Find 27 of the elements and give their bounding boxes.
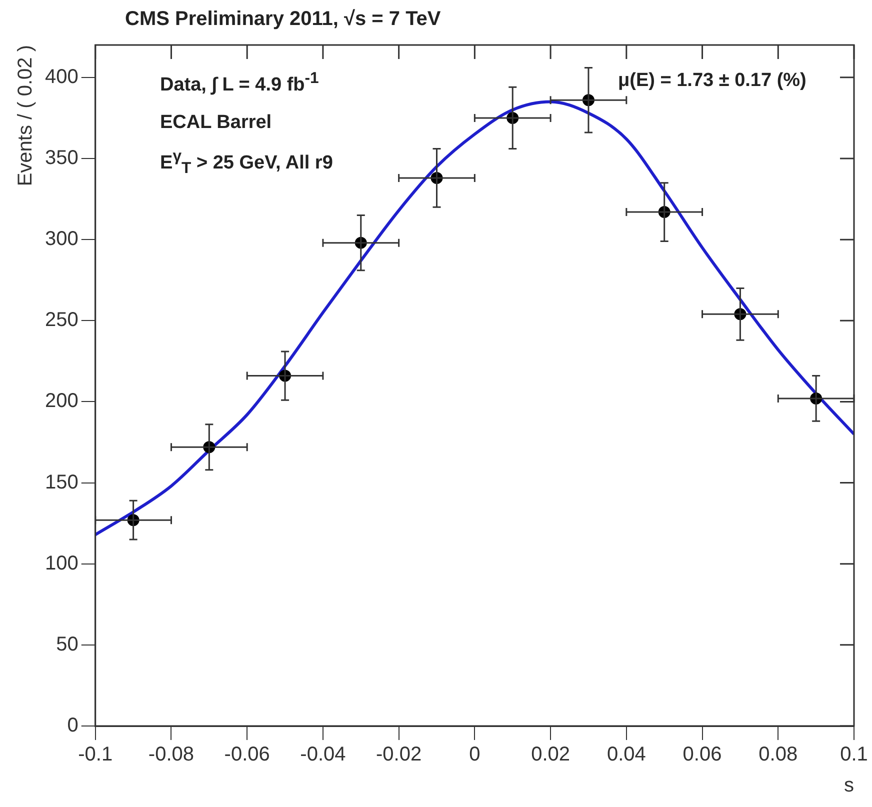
- x-tick-label: 0.06: [682, 744, 722, 766]
- annotation: ECAL Barrel: [160, 112, 272, 134]
- x-tick-label: 0.04: [606, 744, 646, 766]
- chart-title: CMS Preliminary 2011, √s = 7 TeV: [125, 8, 441, 31]
- x-tick-label: -0.08: [148, 744, 194, 766]
- y-tick-label: 400: [44, 66, 78, 88]
- annotation: Data, ∫ L = 4.9 fb$^{-1}$: [160, 70, 319, 96]
- y-tick-label: 250: [44, 309, 78, 332]
- y-tick-label: 300: [44, 228, 78, 250]
- y-tick-label: 50: [56, 633, 78, 656]
- x-tick-label: 0.08: [758, 744, 798, 766]
- y-tick-label: 150: [44, 471, 78, 494]
- annotation: E$^{γ}$$_{T}$ > 25 GeV, All r9: [160, 148, 333, 178]
- x-tick-label: -0.02: [376, 744, 422, 766]
- x-tick-label: -0.04: [300, 744, 346, 766]
- x-axis-title: s: [844, 774, 854, 797]
- y-tick-label: 200: [44, 390, 78, 412]
- x-tick-label: 0.1: [840, 744, 868, 766]
- x-tick-label: -0.06: [224, 744, 270, 766]
- y-axis-title: Events / ( 0.02 ): [14, 45, 37, 186]
- y-tick-label: 100: [44, 552, 78, 574]
- x-tick-label: 0: [469, 744, 480, 766]
- y-tick-label: 0: [67, 714, 78, 737]
- x-tick-label: 0.02: [531, 744, 570, 766]
- x-tick-label: -0.1: [78, 744, 113, 766]
- y-tick-label: 350: [44, 147, 78, 170]
- annotation: μ(E) = 1.73 ± 0.17 (%): [618, 70, 806, 92]
